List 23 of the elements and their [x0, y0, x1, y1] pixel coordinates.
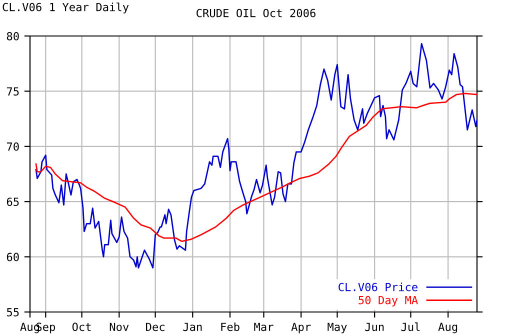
- line-series: [35, 43, 477, 269]
- legend-label: 50 Day MA: [358, 296, 418, 306]
- y-tick-label: 75: [6, 87, 19, 96]
- legend-label: CL.V06 Price: [338, 282, 418, 292]
- x-tick-label: Mar: [254, 322, 274, 332]
- x-tick-label: Jul: [401, 322, 420, 332]
- x-tick-label: Apr: [291, 322, 311, 334]
- x-tick-label: Nov: [110, 322, 129, 332]
- text: CL.V06 1 Year Daily: [2, 2, 129, 14]
- x-tick-label: May: [328, 322, 347, 334]
- y-tick-label: 60: [6, 252, 19, 262]
- y-tick-label: 80: [6, 32, 19, 40]
- x-tick-label: Jun: [365, 322, 384, 332]
- y-tick-label: 70: [6, 142, 19, 151]
- x-tick-label: Oct: [72, 322, 91, 332]
- chart-title: CRUDE OIL Oct 2006: [196, 8, 316, 18]
- y-tick-label: 55: [6, 308, 19, 316]
- x-tick-label: Feb: [221, 322, 240, 332]
- line-series: [35, 92, 477, 242]
- y-tick-label: 65: [6, 198, 19, 206]
- x-tick-label: Jan: [183, 322, 202, 332]
- x-tick-label: Aug: [438, 322, 458, 334]
- x-tick-label: Dec: [146, 322, 164, 332]
